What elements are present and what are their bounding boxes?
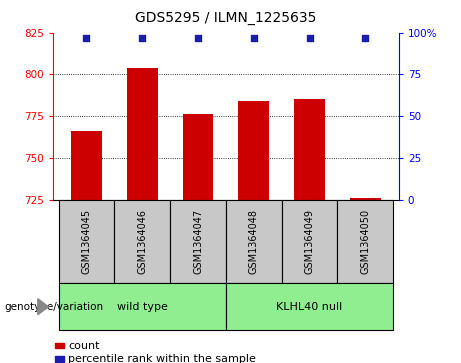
Text: wild type: wild type [117,302,168,312]
Text: KLHL40 null: KLHL40 null [277,302,343,312]
Text: count: count [68,340,100,351]
Text: GSM1364050: GSM1364050 [361,209,370,274]
Text: GSM1364046: GSM1364046 [137,209,147,274]
Point [250,35,257,41]
Bar [59,283,226,330]
Point [83,35,90,41]
Point [139,35,146,41]
Text: GSM1364049: GSM1364049 [305,209,314,274]
Bar [282,200,337,283]
Bar [59,200,114,283]
Bar [238,101,269,200]
Bar [170,200,226,283]
Text: percentile rank within the sample: percentile rank within the sample [68,354,256,363]
Text: GSM1364047: GSM1364047 [193,209,203,274]
Bar [226,283,393,330]
Bar [71,131,102,200]
Text: GDS5295 / ILMN_1225635: GDS5295 / ILMN_1225635 [135,11,317,25]
Text: GSM1364048: GSM1364048 [249,209,259,274]
Bar [114,200,170,283]
Point [361,35,369,41]
Point [306,35,313,41]
Bar [183,114,213,200]
Text: GSM1364045: GSM1364045 [82,209,91,274]
Bar [127,68,158,200]
Point [195,35,202,41]
Bar [226,200,282,283]
Text: genotype/variation: genotype/variation [5,302,104,312]
Bar [337,200,393,283]
Bar [350,198,381,200]
Bar [294,99,325,200]
